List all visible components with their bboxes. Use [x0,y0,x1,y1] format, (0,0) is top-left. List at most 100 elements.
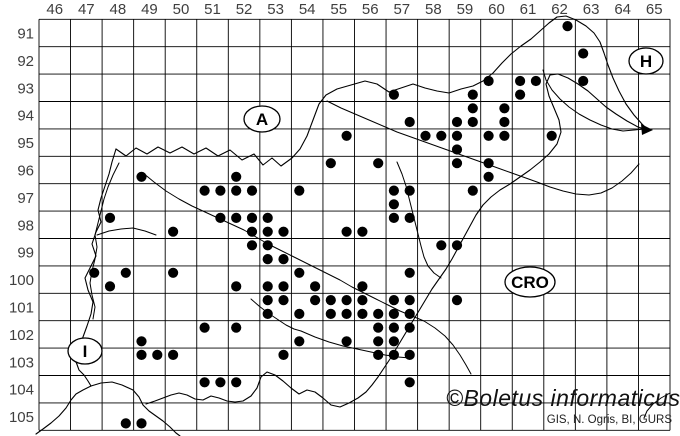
occurrence-dot [499,103,510,114]
col-label: 60 [488,1,505,18]
occurrence-dot [215,212,226,223]
occurrence-dot [373,308,384,319]
occurrence-dot [231,212,242,223]
occurrence-dot [436,240,447,251]
row-label: 100 [9,272,34,289]
col-label: 52 [236,1,253,18]
occurrence-dot [294,308,305,319]
occurrence-dot [246,212,258,223]
country-letter: CRO [511,273,549,292]
occurrence-dot [231,171,242,182]
row-label: 92 [17,53,34,70]
occurrence-dot [578,75,589,87]
col-label: 65 [646,1,663,18]
col-label: 55 [330,1,347,18]
coastline-path [90,381,181,436]
occurrence-dot [278,226,289,237]
occurrence-dot [420,130,431,141]
row-label: 91 [17,26,34,43]
occurrence-dot [515,75,526,87]
occurrence-dot [404,267,415,278]
occurrence-dot [451,116,463,128]
country-letter: I [83,342,88,361]
occurrence-dot [404,116,415,128]
occurrence-dot [246,185,258,196]
occurrence-dot [404,377,415,388]
river-drava [326,100,640,196]
row-label: 93 [17,80,34,97]
occurrence-dot [231,322,242,333]
occurrence-dot [215,185,226,196]
col-label: 51 [204,1,221,18]
occurrence-dot [168,226,179,237]
col-label: 64 [614,1,631,18]
occurrence-dot [246,240,258,251]
occurrence-dot [388,89,399,100]
row-label: 96 [17,163,34,180]
occurrence-dot [546,130,557,141]
country-letter: H [640,52,652,71]
credit-text: GIS, N. Ogris, BI, GURS [546,414,672,426]
occurrence-dot [136,171,147,182]
occurrence-dot [152,349,163,360]
occurrence-dot [168,349,179,360]
row-label: 105 [9,409,34,426]
occurrence-dot [388,322,399,333]
occurrence-dot [357,308,368,319]
occurrence-dot [199,377,210,388]
occurrence-dot [262,240,273,251]
col-label: 57 [393,1,410,18]
occurrence-dot [404,185,415,196]
row-label: 102 [9,327,34,344]
col-label: 63 [583,1,600,18]
occurrence-dot [294,267,305,278]
occurrence-dot [388,336,399,347]
occurrence-dot [357,226,368,237]
occurrence-dot [278,254,289,265]
country-ellipse [628,47,664,75]
occurrence-dot [451,130,463,141]
occurrence-dot [310,295,321,306]
occurrence-dot [325,158,336,169]
copyright-text: ©Boletus informaticus [446,385,680,411]
occurrence-dot [467,185,478,196]
row-label: 104 [9,382,34,399]
occurrence-dot [404,295,415,306]
country-ellipse [243,105,281,133]
occurrence-dot [515,89,526,100]
row-label: 95 [17,135,34,152]
occurrence-dot [388,349,399,360]
col-label: 47 [78,1,95,18]
col-label: 61 [520,1,537,18]
occurrence-dot [499,116,510,128]
occurrence-dot [578,48,589,59]
occurrence-dot [215,377,226,388]
occurrence-dot [357,295,368,306]
occurrence-dot [373,158,384,169]
col-label: 56 [362,1,379,18]
occurrence-dots [89,21,589,429]
occurrence-dot [467,103,478,114]
occurrence-dot [467,116,478,128]
occurrence-dot [451,158,463,169]
occurrence-dot [262,226,273,237]
occurrence-dot [404,322,415,333]
grid-lines [38,18,671,431]
occurrence-dot [404,212,415,223]
occurrence-dot [451,144,463,155]
occurrence-dot [262,254,273,265]
border-arrow-icon [641,124,653,135]
occurrence-dot [262,308,273,319]
occurrence-dot [388,308,399,319]
row-label: 98 [17,217,34,234]
occurrence-dot [120,418,131,429]
occurrence-dot [562,21,573,32]
occurrence-dot [231,281,242,292]
occurrence-dot [341,130,352,141]
occurrence-dot [357,281,368,292]
country-border-path [115,15,649,408]
row-label: 103 [9,354,34,371]
occurrence-dot [231,185,242,196]
grid-labels: 46 47 48 49 50 51 52 53 54 55 56 57 58 59 60 61 62 63 64 65… [9,1,663,426]
river-mura [542,69,646,132]
